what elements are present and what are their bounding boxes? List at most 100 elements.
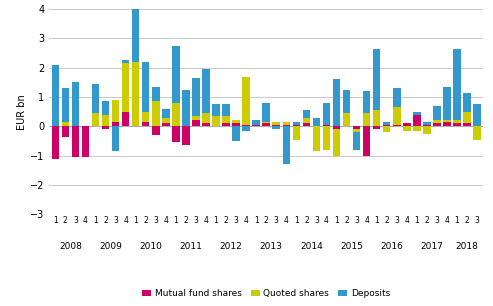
Bar	[152, 87, 160, 102]
Bar	[413, 126, 421, 131]
Bar	[453, 123, 461, 126]
Bar	[192, 78, 200, 116]
Bar	[132, 62, 140, 126]
Text: 2011: 2011	[179, 242, 202, 251]
Bar	[353, 129, 360, 132]
Bar	[273, 122, 280, 125]
Bar	[383, 122, 390, 125]
Bar	[403, 126, 411, 131]
Bar	[182, 126, 190, 145]
Bar	[453, 121, 461, 123]
Bar	[473, 104, 481, 126]
Bar	[102, 126, 109, 129]
Bar	[112, 122, 119, 126]
Bar	[62, 88, 69, 122]
Bar	[313, 118, 320, 126]
Bar	[71, 82, 79, 126]
Text: 2017: 2017	[421, 242, 443, 251]
Bar	[423, 122, 431, 125]
Bar	[152, 126, 160, 135]
Bar	[182, 90, 190, 126]
Bar	[243, 76, 250, 125]
Bar	[122, 112, 129, 126]
Bar	[363, 113, 370, 126]
Bar	[313, 126, 320, 151]
Bar	[62, 122, 69, 126]
Bar	[473, 126, 481, 140]
Bar	[52, 65, 59, 126]
Bar	[303, 123, 310, 126]
Bar	[423, 126, 431, 134]
Bar	[292, 126, 300, 140]
Bar	[132, 5, 140, 62]
Bar	[273, 125, 280, 126]
Bar	[433, 106, 441, 121]
Text: 2015: 2015	[340, 242, 363, 251]
Bar	[172, 46, 179, 103]
Bar	[443, 121, 451, 122]
Bar	[303, 118, 310, 123]
Bar	[162, 109, 170, 118]
Bar	[292, 122, 300, 125]
Bar	[323, 126, 330, 150]
Bar	[152, 102, 160, 126]
Bar	[273, 126, 280, 129]
Bar	[383, 126, 390, 132]
Text: 2012: 2012	[220, 242, 243, 251]
Bar	[142, 122, 149, 126]
Bar	[202, 69, 210, 113]
Bar	[122, 63, 129, 112]
Bar	[413, 112, 421, 115]
Bar	[243, 125, 250, 126]
Bar	[373, 126, 381, 129]
Bar	[232, 123, 240, 126]
Bar	[343, 90, 351, 113]
Bar	[222, 104, 230, 116]
Bar	[112, 100, 119, 122]
Bar	[282, 126, 290, 164]
Bar	[343, 113, 351, 126]
Bar	[323, 125, 330, 126]
Text: 2018: 2018	[456, 242, 479, 251]
Bar	[363, 91, 370, 113]
Bar	[252, 125, 260, 126]
Text: 2013: 2013	[260, 242, 282, 251]
Bar	[122, 61, 129, 63]
Bar	[393, 88, 400, 107]
Bar	[393, 107, 400, 125]
Bar	[403, 123, 411, 126]
Bar	[202, 113, 210, 123]
Bar	[172, 103, 179, 126]
Bar	[463, 112, 471, 123]
Bar	[262, 103, 270, 122]
Bar	[92, 84, 99, 113]
Bar	[292, 125, 300, 126]
Bar	[443, 87, 451, 121]
Bar	[243, 126, 250, 131]
Bar	[303, 110, 310, 118]
Bar	[232, 121, 240, 123]
Bar	[443, 122, 451, 126]
Bar	[162, 123, 170, 126]
Bar	[142, 112, 149, 122]
Bar	[82, 126, 89, 157]
Bar	[222, 123, 230, 126]
Bar	[71, 126, 79, 157]
Text: 2010: 2010	[140, 242, 162, 251]
Bar	[192, 116, 200, 121]
Bar	[102, 115, 109, 126]
Text: 2008: 2008	[59, 242, 82, 251]
Text: 2016: 2016	[380, 242, 403, 251]
Bar	[262, 122, 270, 123]
Bar	[383, 125, 390, 126]
Bar	[102, 102, 109, 115]
Bar	[142, 62, 149, 112]
Bar	[323, 103, 330, 125]
Bar	[192, 121, 200, 126]
Bar	[413, 115, 421, 126]
Legend: Mutual fund shares, Quoted shares, Deposits: Mutual fund shares, Quoted shares, Depos…	[139, 286, 394, 302]
Bar	[282, 125, 290, 126]
Bar	[282, 122, 290, 125]
Text: 2014: 2014	[300, 242, 323, 251]
Bar	[222, 116, 230, 123]
